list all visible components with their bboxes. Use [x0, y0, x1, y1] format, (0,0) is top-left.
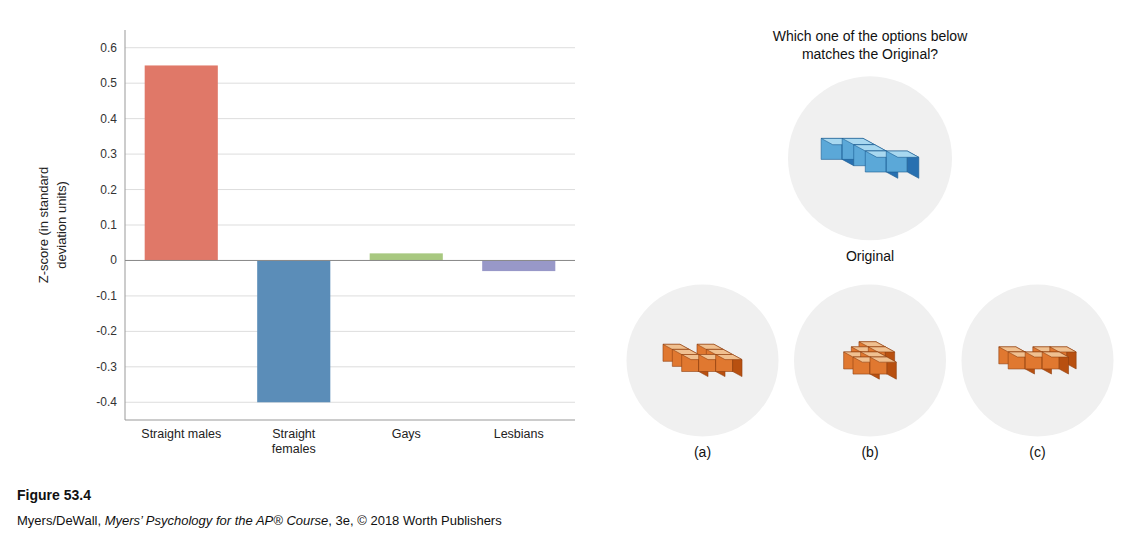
figure-label: Original [846, 248, 894, 264]
block-figure [999, 347, 1076, 374]
y-tick-label: 0 [110, 253, 117, 267]
bar [370, 253, 443, 260]
option-label: (b) [861, 444, 878, 460]
grid-line [125, 295, 575, 296]
bar [257, 260, 330, 402]
text-line: Straight males [141, 427, 221, 441]
cube-face [672, 349, 698, 354]
cube-face [999, 347, 1025, 352]
x-tick-label: Straightfemales [272, 427, 316, 456]
cube-face [1050, 347, 1076, 352]
block-figure [821, 138, 919, 178]
grid-line [125, 366, 575, 367]
y-tick-label: 0.5 [100, 76, 117, 90]
text-line: Which one of the options below [773, 28, 968, 44]
block-figure [663, 344, 742, 376]
caption-part: , 3e, © 2018 Worth Publishers [328, 513, 502, 528]
text-line: deviation units) [54, 181, 69, 268]
y-tick-label: 0.4 [100, 112, 117, 126]
text-line: Lesbians [494, 427, 544, 441]
cube-face [1042, 352, 1068, 357]
bars [145, 65, 556, 402]
grid-line [125, 331, 575, 332]
cube-face [706, 349, 732, 354]
y-tick-label: 0.1 [100, 218, 117, 232]
question-text: Which one of the options below matches th… [773, 28, 968, 62]
text-line: matches the Original? [802, 46, 938, 62]
option-circle [627, 284, 779, 436]
option-label: (c) [1029, 444, 1045, 460]
grid [125, 48, 575, 403]
cube-face [716, 355, 742, 360]
cube-face [842, 138, 875, 144]
cube-face [859, 342, 885, 347]
text-line: Gays [392, 427, 421, 441]
cube-face [886, 151, 919, 157]
y-axis-line [125, 30, 126, 420]
x-tick-label: Gays [392, 427, 421, 441]
caption: Myers/DeWall, Myers’ Psychology for the … [17, 513, 502, 528]
x-tick-label: Lesbians [494, 427, 544, 441]
grid-line [125, 402, 575, 403]
zero-line [125, 260, 575, 261]
cube-face [663, 344, 689, 349]
bar [145, 65, 218, 260]
y-tick-label: 0.2 [100, 183, 117, 197]
figure-caption: Figure 53.4 [17, 487, 91, 503]
y-axis-label: Z-score (in standarddeviation units) [36, 167, 69, 283]
y-tick-label: 0.6 [100, 41, 117, 55]
grid-line [125, 260, 575, 261]
y-tick-label: -0.2 [96, 324, 117, 338]
cube-face [861, 352, 887, 357]
text-line: Z-score (in standard [36, 167, 51, 283]
chart: -0.4 -0.3 -0.2 -0.1 0 0.1 0.2 0.3 0.4 0.5 0.6 Strai… [0, 0, 1135, 550]
y-tick-label: -0.3 [96, 360, 117, 374]
caption-part: Myers/DeWall, [17, 513, 105, 528]
cube-face [870, 357, 896, 362]
block-figure [844, 342, 897, 379]
cube-face [697, 344, 723, 349]
option-circle [962, 284, 1114, 436]
x-tick-label: Straight males [141, 427, 221, 441]
option-label: (a) [694, 444, 711, 460]
bar [482, 260, 555, 271]
y-tick-label: -0.1 [96, 289, 117, 303]
grid-line [125, 47, 575, 48]
text-line: females [272, 442, 316, 456]
option-circle [794, 284, 946, 436]
cube-face [854, 145, 887, 151]
caption-part: Myers’ Psychology for the AP® Course [105, 513, 329, 528]
y-tick-label: 0.3 [100, 147, 117, 161]
y-tick-label: -0.4 [96, 395, 117, 409]
cube-face [868, 347, 894, 352]
x-axis-line [125, 420, 575, 421]
text-line: Straight [272, 427, 316, 441]
figure-circle [788, 76, 952, 240]
